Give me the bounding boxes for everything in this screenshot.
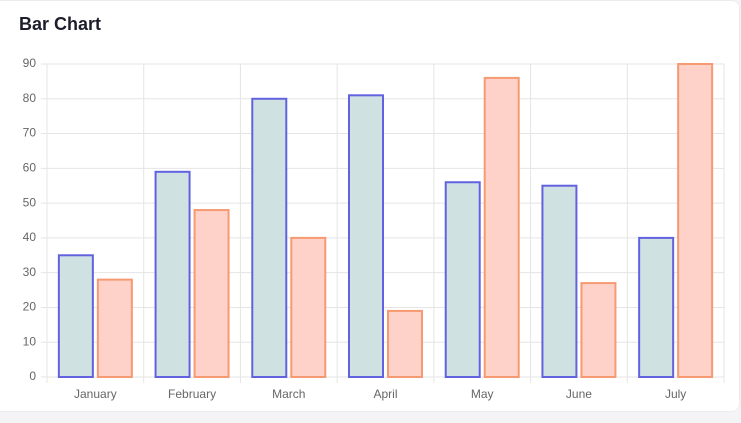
y-tick-label: 50 [23, 195, 37, 209]
y-tick-label: 0 [29, 369, 36, 383]
bar [541, 184, 578, 378]
y-tick-label: 40 [23, 230, 37, 244]
y-tick-label: 90 [23, 56, 37, 70]
bar [193, 209, 230, 378]
x-tick-label: April [373, 387, 397, 401]
x-tick-label: February [168, 387, 216, 401]
chart: Bar Chart 0 10 20 30 40 50 60 70 80 90 January Febr… [19, 14, 725, 401]
y-tick-label: 10 [23, 334, 37, 348]
bar [348, 94, 384, 379]
y-tick-label: 30 [23, 265, 37, 279]
bar [154, 170, 191, 378]
bar [580, 282, 617, 379]
x-tick-label: January [74, 387, 117, 401]
y-tick-label: 60 [23, 161, 37, 175]
bar [251, 97, 288, 379]
x-tick-label: May [471, 387, 494, 401]
bar [96, 278, 133, 378]
bar [483, 76, 520, 379]
chart-title: Bar Chart [19, 14, 101, 34]
y-tick-label: 70 [23, 126, 37, 140]
x-tick-label: June [566, 387, 592, 401]
x-tick-label: July [665, 387, 686, 401]
y-tick-label: 20 [23, 300, 37, 314]
bar [444, 181, 481, 378]
bar [677, 63, 714, 378]
bar [290, 236, 327, 378]
bar [387, 309, 423, 378]
bar [57, 254, 94, 378]
x-tick-label: March [272, 387, 305, 401]
bar [638, 236, 675, 378]
y-tick-label: 80 [23, 91, 37, 105]
